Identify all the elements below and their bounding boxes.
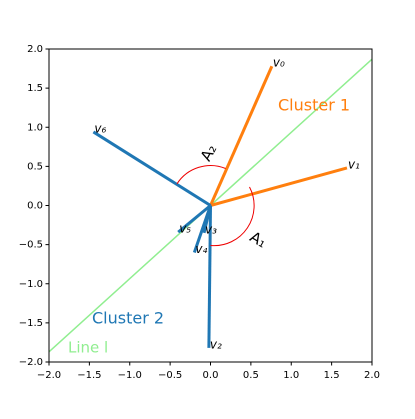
x-tick-label: −0.5 [158,370,182,381]
cluster-label: Cluster 2 [92,309,164,328]
y-tick-label: 0.5 [27,161,43,172]
vector-label: v₂ [210,337,222,351]
y-tick-label: 0.0 [27,201,43,212]
cluster-label: Cluster 1 [278,96,350,115]
y-tick-label: 1.0 [27,122,43,133]
vector [192,205,212,253]
vector-label: v₃ [205,222,217,236]
x-tick-label: 2.0 [364,370,380,381]
vector [210,166,348,207]
y-tick-label: −2.0 [19,357,43,368]
vector-label: v₁ [348,157,360,171]
x-tick-label: 0.5 [243,370,259,381]
y-tick-label: −0.5 [19,240,43,251]
y-tick-label: 2.0 [27,44,43,55]
x-tick-label: −1.5 [77,370,101,381]
x-tick-label: 1.0 [283,370,299,381]
x-tick-label: −1.0 [118,370,142,381]
vector-label: v₄ [195,242,207,256]
vector-label: v₆ [94,121,106,135]
x-tick-label: 1.5 [324,370,340,381]
angle-arc [176,165,226,185]
plot-area [48,58,373,353]
x-tick-label: 0.0 [203,370,219,381]
angle-arc [210,186,255,247]
y-tick-label: 1.5 [27,83,43,94]
angle-label: A₁ [247,228,270,252]
vector [92,130,212,207]
vector [207,205,212,348]
vector [177,204,212,234]
y-tick-label: −1.5 [19,318,43,329]
line-label: Line l [68,339,108,357]
vector-label: v₅ [179,222,191,236]
x-tick-label: −2.0 [37,370,61,381]
vector [209,65,274,207]
vector-label: v₀ [273,56,285,70]
angle-label: A₂ [197,141,221,164]
y-tick-label: −1.0 [19,279,43,290]
